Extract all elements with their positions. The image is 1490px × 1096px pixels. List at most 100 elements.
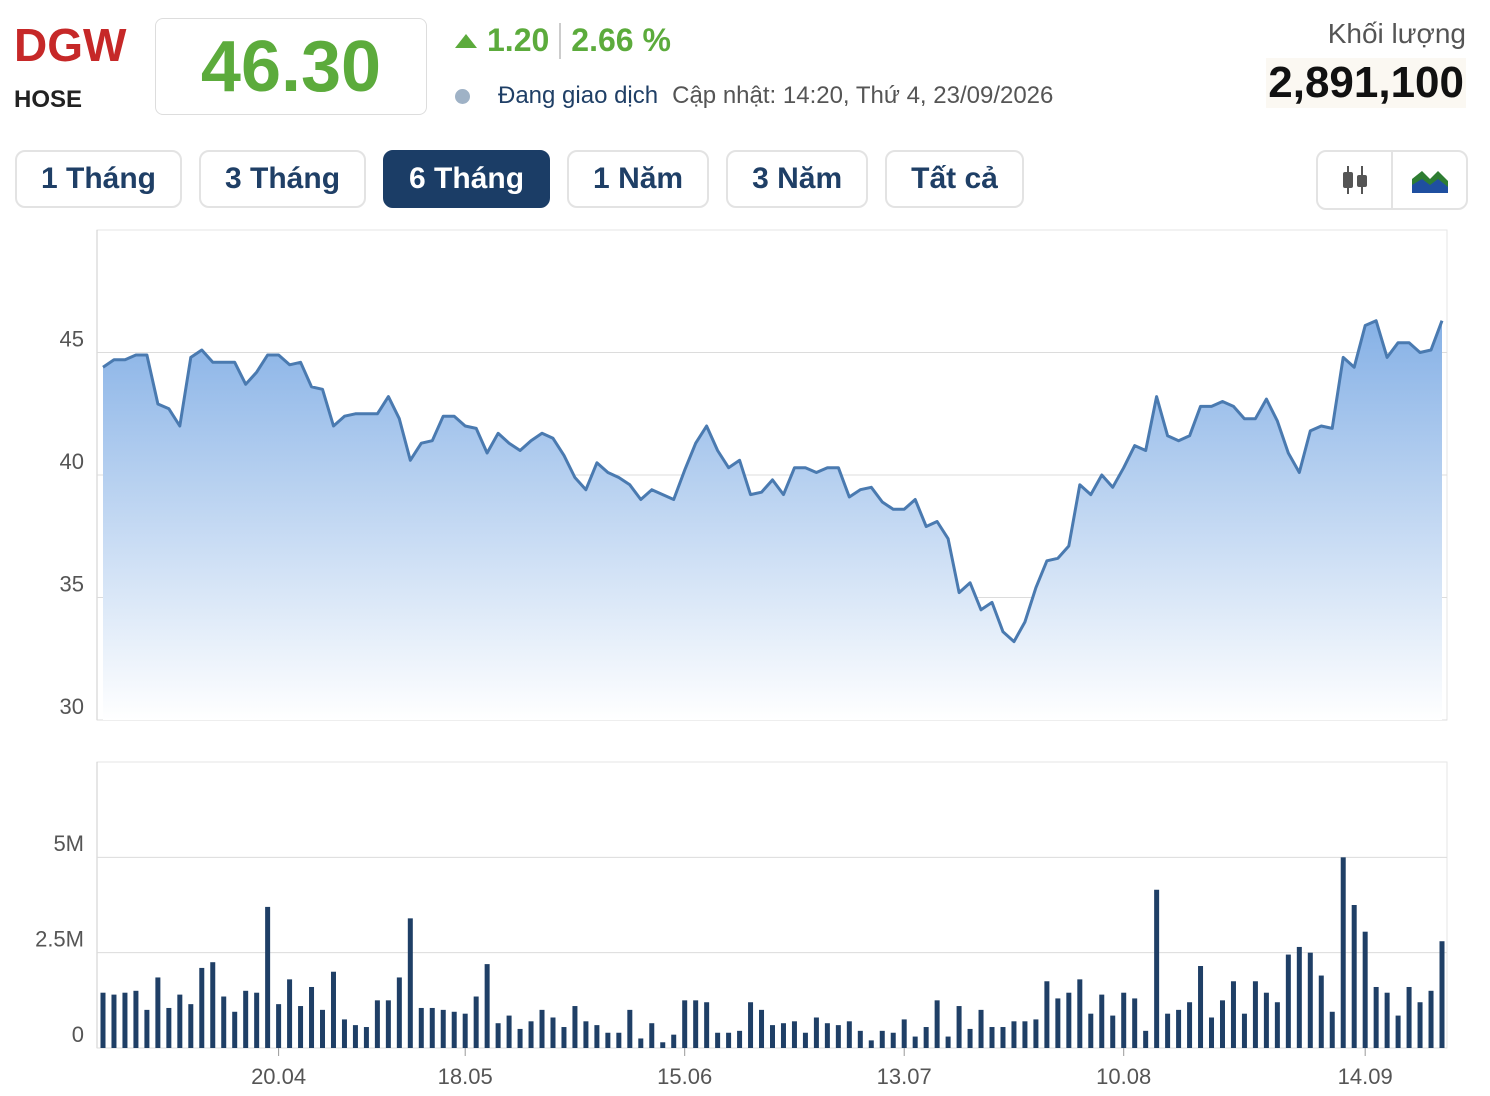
volume-bar — [484, 964, 490, 1048]
volume-bar — [726, 1032, 732, 1048]
volume-bar — [791, 1021, 797, 1048]
volume-bar — [1033, 1019, 1039, 1048]
volume-bar — [539, 1009, 545, 1048]
volume-bar — [1132, 998, 1138, 1048]
volume-bar — [1384, 992, 1390, 1048]
range-tabs: 1 Tháng 3 Tháng 6 Tháng 1 Năm 3 Năm Tất cả — [15, 150, 1024, 208]
volume-bar — [912, 1036, 918, 1048]
volume-bar — [1165, 1013, 1171, 1048]
area-icon — [1411, 171, 1448, 193]
volume-bar — [517, 1028, 523, 1048]
volume-bar — [495, 1023, 501, 1048]
x-tick-label: 15.06 — [657, 1064, 712, 1089]
ticker: DGW — [14, 19, 127, 71]
volume-bar — [144, 1009, 150, 1048]
candlestick-button[interactable] — [1318, 152, 1393, 208]
y-tick-label: 30 — [60, 694, 84, 719]
volume-bar — [462, 1013, 468, 1048]
volume-bar — [1000, 1027, 1006, 1048]
volume-bar — [605, 1032, 611, 1048]
volume-bar — [780, 1023, 786, 1048]
volume-bar — [254, 992, 260, 1048]
up-arrow — [455, 33, 477, 48]
volume-bar — [1351, 905, 1357, 1048]
volume-bar — [440, 1009, 446, 1048]
volume-bar — [868, 1040, 874, 1048]
range-tab[interactable]: 1 Năm — [567, 150, 710, 208]
volume-bar — [1373, 986, 1379, 1048]
volume-bar — [1263, 992, 1269, 1048]
x-tick-label: 13.07 — [877, 1064, 932, 1089]
volume-bar — [1011, 1021, 1017, 1048]
volume-bar — [770, 1025, 775, 1048]
volume-bar — [330, 971, 336, 1048]
y-tick-label: 5M — [53, 831, 84, 856]
volume-bar — [210, 962, 216, 1048]
volume-bar — [1121, 992, 1127, 1048]
volume-bar — [945, 1036, 951, 1048]
volume-bar — [956, 1006, 962, 1048]
exchange: HOSE — [14, 86, 83, 113]
change-percent: 2.66 % — [571, 22, 671, 58]
range-tab[interactable]: 6 Tháng — [383, 150, 551, 208]
range-tab[interactable]: 3 Tháng — [199, 150, 367, 208]
volume-bar — [396, 977, 402, 1048]
volume-bar — [693, 1000, 699, 1048]
updated: Cập nhật: 14:20, Thứ 4, 23/09/2026 — [672, 82, 1054, 109]
volume-bar — [1307, 952, 1313, 1048]
volume-bar — [1022, 1021, 1028, 1048]
y-tick-label: 40 — [60, 449, 84, 474]
volume-bar — [155, 977, 161, 1048]
range-tab[interactable]: 3 Năm — [726, 150, 869, 208]
volume-bar — [846, 1021, 852, 1048]
status: Đang giao dịch — [498, 82, 659, 109]
volume-bar — [1055, 998, 1061, 1048]
volume-bar — [320, 1009, 326, 1048]
range-tab[interactable]: 1 Tháng — [15, 150, 183, 208]
volume-bar — [506, 1015, 512, 1048]
volume-bar — [1362, 931, 1368, 1048]
volume-bar — [759, 1009, 765, 1048]
volume-bar — [1252, 981, 1258, 1048]
volume-bar — [473, 996, 479, 1048]
volume-bar — [1296, 946, 1302, 1048]
volume-bar — [1219, 1000, 1225, 1048]
candlestick-icon — [1342, 166, 1367, 194]
volume-bar — [111, 994, 117, 1048]
volume-bar — [1417, 1002, 1423, 1048]
volume-bar — [188, 1004, 194, 1048]
y-tick-label: 35 — [60, 571, 84, 596]
volume-bar — [1088, 1013, 1094, 1048]
x-tick-label: 20.04 — [251, 1064, 306, 1089]
volume-bar — [1198, 966, 1204, 1048]
volume-bar — [1241, 1013, 1247, 1048]
volume-bar — [1176, 1009, 1182, 1048]
volume-bar — [177, 994, 183, 1048]
volume-bar — [1340, 857, 1346, 1048]
volume-bar — [901, 1019, 907, 1048]
volume-bar — [802, 1032, 808, 1048]
y-tick-label: 45 — [60, 326, 84, 351]
volume-bar — [1044, 981, 1050, 1048]
area-fill — [103, 320, 1442, 720]
volume-bar — [1187, 1002, 1193, 1048]
price: 46.30 — [155, 18, 427, 115]
volume-bar — [715, 1032, 721, 1048]
range-tab[interactable]: Tất cả — [885, 150, 1024, 208]
chart-type-switch — [1316, 150, 1468, 210]
volume-bar — [309, 986, 315, 1048]
volume-bar — [923, 1027, 929, 1048]
y-tick-label: 0 — [72, 1022, 84, 1047]
volume-bar — [967, 1028, 973, 1048]
volume-bar — [682, 1000, 688, 1048]
volume-bar — [1143, 1030, 1149, 1048]
volume-bar — [243, 990, 249, 1048]
volume-bar — [122, 992, 128, 1048]
volume-bar — [265, 906, 271, 1048]
change-row: 1.20 2.66 % — [455, 22, 671, 59]
price-line — [102, 319, 1444, 644]
area-button[interactable] — [1393, 152, 1466, 208]
volume-bar — [616, 1032, 622, 1048]
